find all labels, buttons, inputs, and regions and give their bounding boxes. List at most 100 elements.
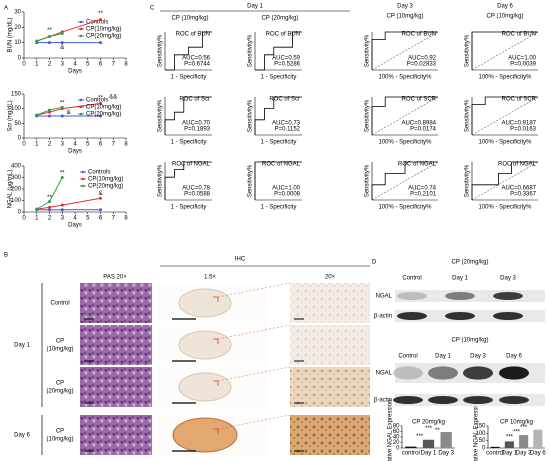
panel-label: B — [4, 253, 8, 259]
column-header: Day 6 — [497, 4, 513, 10]
x-axis-label: 100% - Specificity% — [378, 75, 432, 81]
legend-label: Controls — [86, 98, 108, 104]
p-label: P=0.0008 — [274, 192, 301, 198]
blot-band — [493, 292, 523, 300]
x-tick-label: 7 — [112, 216, 116, 222]
x-axis-label: 1 - Specificity — [171, 205, 207, 211]
annotation: ** — [435, 428, 440, 434]
column-header: CP (10mg/kg) — [487, 14, 524, 20]
x-tick-label: 1 — [35, 216, 39, 222]
roc-curve — [165, 31, 212, 71]
data-point — [35, 207, 39, 211]
x-tick-label: 0 — [22, 62, 26, 68]
annotation: ** — [60, 170, 65, 176]
x-tick-label: 2 — [48, 216, 52, 222]
x-tick-label: 8 — [124, 142, 128, 148]
histology-header: IHC — [235, 257, 246, 263]
y-tick-label: 150 — [11, 92, 22, 98]
auc-label: AUC=0.74 — [408, 186, 437, 192]
y-tick-label: 0 — [396, 446, 400, 452]
roc-curve — [471, 96, 538, 135]
y-axis-label: BUN (mg/dL) — [8, 17, 14, 52]
row-label: (10mg/kg) — [46, 347, 73, 353]
x-tick-label: 3 — [61, 216, 65, 222]
legend-marker — [81, 177, 85, 181]
auc-label: AUC=1.00 — [508, 56, 537, 62]
blot-band — [445, 312, 475, 320]
y-tick-label: 100 — [11, 106, 22, 112]
blot-band — [499, 366, 529, 380]
legend-marker — [79, 105, 83, 109]
roc-title: ROC of Scr — [179, 97, 210, 103]
roc-curve — [164, 96, 212, 135]
auc-label: AUC=0.92 — [408, 56, 437, 62]
data-point — [60, 41, 64, 45]
x-tick-label: Day 3 — [438, 451, 454, 457]
p-label: P=0.0174 — [410, 127, 437, 133]
zoom-guide — [217, 366, 291, 382]
data-point — [60, 114, 64, 118]
data-point — [60, 203, 64, 207]
bar — [533, 429, 543, 448]
data-point — [48, 35, 51, 39]
p-label: P=0.02833 — [407, 62, 437, 68]
x-tick-label: 4 — [73, 62, 77, 68]
y-axis-label: Sensitivity% — [465, 34, 471, 67]
x-axis-label: 1 - Specificity — [261, 75, 297, 81]
x-tick-label: Day 3 — [516, 451, 532, 457]
legend-label: CP(20mg/kg) — [86, 34, 121, 40]
x-tick-label: 0 — [22, 142, 26, 148]
data-point — [60, 31, 64, 35]
zoom-guide — [217, 282, 291, 298]
roc-title: ROC of NGAL — [398, 162, 437, 168]
zoom-guide — [217, 324, 291, 340]
auc-label: AUC=0.9187 — [501, 121, 536, 127]
y-tick-label: 50 — [479, 438, 486, 444]
x-tick-label: 1 — [35, 62, 39, 68]
annotation: ** — [47, 28, 52, 34]
bar — [440, 432, 452, 448]
panel-label: A — [4, 6, 8, 12]
p-label: P=0.3367 — [510, 192, 537, 198]
p-label: P=0.0039 — [510, 62, 537, 68]
group-label: Day 1 — [14, 343, 30, 349]
roc-title: ROC of BUN — [502, 32, 536, 38]
row-label: CP — [56, 381, 64, 387]
roc-title: ROC of BUN — [176, 32, 210, 38]
legend-marker — [79, 98, 83, 102]
x-tick-label: 2 — [48, 62, 52, 68]
row-label: (10mg/kg) — [46, 437, 73, 443]
zoom-guide — [217, 414, 291, 430]
y-axis-label: Sensitivity% — [365, 164, 371, 197]
x-tick-label: 2 — [48, 142, 52, 148]
x-tick-label: 7 — [112, 62, 116, 68]
auc-label: AUC=0.6687 — [501, 186, 536, 192]
x-tick-label: Day 6 — [530, 451, 546, 457]
row-label: (20mg/kg) — [46, 389, 73, 395]
data-point — [99, 101, 102, 105]
column-header: Day 1 — [247, 4, 263, 10]
blot-band — [499, 396, 529, 404]
p-label: P=0.0588 — [184, 192, 211, 198]
reference-line — [471, 31, 539, 71]
data-point — [99, 18, 102, 22]
data-point — [35, 113, 39, 117]
ihc-detail — [290, 415, 370, 455]
annotation: *** — [520, 425, 528, 431]
reference-line — [471, 161, 539, 201]
x-tick-label: Day 1 — [421, 451, 437, 457]
roc-curve — [371, 96, 438, 135]
blot-band — [463, 396, 493, 404]
roc-title: ROC of Scr — [269, 97, 300, 103]
auc-label: AUC=0.78 — [182, 186, 211, 192]
legend-marker — [79, 20, 83, 24]
data-point — [99, 114, 102, 118]
legend-label: CP(20mg/kg) — [88, 184, 123, 190]
roc-title: ROC of BUN — [402, 32, 436, 38]
legend-label: CP(20mg/kg) — [86, 112, 121, 118]
pas-image — [80, 367, 152, 407]
row-label: Control — [50, 301, 69, 307]
blot-band — [463, 366, 493, 380]
y-axis-label: Relative NGAL Expression — [388, 400, 394, 461]
